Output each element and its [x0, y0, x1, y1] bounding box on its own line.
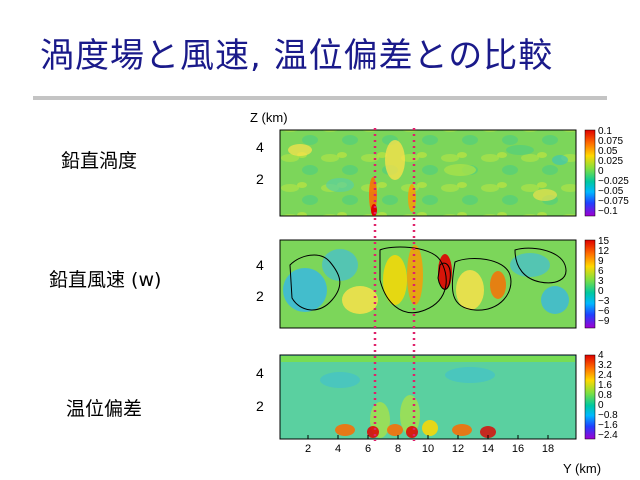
colorbar-tick: 3: [598, 276, 604, 287]
row-label-theta-anomaly: 温位偏差: [66, 398, 143, 420]
y-tick: 10: [421, 443, 435, 455]
colorbar-vorticity: [584, 129, 596, 217]
z-tick: 4: [256, 257, 264, 273]
y-tick: 2: [304, 443, 312, 455]
colorbar-tick: 4: [598, 350, 604, 361]
colorbar-tick: 9: [598, 256, 604, 267]
colorbar-tick: 1.6: [598, 380, 612, 391]
y-tick: 16: [511, 443, 525, 455]
colorbar-tick: 0.075: [598, 136, 624, 147]
y-tick: 14: [481, 443, 495, 455]
colorbar-tick: 2.4: [598, 370, 612, 381]
y-tick: 8: [394, 443, 402, 455]
row-label-vertical-wind: 鉛直風速 (w): [49, 269, 162, 291]
colorbar-tick: 15: [598, 236, 610, 247]
y-axis-ticks: [307, 435, 549, 439]
row-label-vorticity: 鉛直渦度: [61, 150, 138, 172]
colorbar-tick: 0: [598, 166, 604, 177]
y-tick: 4: [334, 443, 342, 455]
colorbar-tick: 0: [598, 286, 604, 297]
colorbar-tick: −0.8: [598, 410, 618, 421]
colorbar-tick: −0.025: [598, 176, 629, 187]
colorbar-tick: 0: [598, 400, 604, 411]
colorbar-theta-anomaly: [584, 354, 596, 440]
slide-title: 渦度場と風速, 温位偏差との比較: [40, 36, 554, 76]
y-tick: 6: [364, 443, 372, 455]
vorticity-panel: [279, 129, 596, 217]
vertical-wind-panel: [279, 239, 596, 329]
colorbar-tick: −0.05: [598, 186, 624, 197]
z-tick: 2: [256, 288, 264, 304]
title-divider: [33, 96, 607, 100]
colorbar-tick: −0.1: [598, 206, 618, 217]
theta-anomaly-panel: [279, 354, 596, 440]
z-axis-label: Z (km): [250, 110, 288, 125]
colorbar-tick: −6: [598, 306, 610, 317]
colorbar-tick: −2.4: [598, 430, 618, 441]
y-tick: 12: [451, 443, 465, 455]
colorbar-tick: 12: [598, 246, 610, 257]
colorbar-tick: 3.2: [598, 360, 612, 371]
colorbar-tick: −0.075: [598, 196, 629, 207]
y-axis-label: Y (km): [563, 461, 602, 476]
colorbar-tick: 0.1: [598, 126, 612, 137]
z-tick: 2: [256, 171, 264, 187]
z-tick: 4: [256, 139, 264, 155]
colorbar-tick: −1.6: [598, 420, 618, 431]
colorbar-tick: 0.8: [598, 390, 612, 401]
colorbar-tick: −9: [598, 316, 610, 327]
z-tick: 4: [256, 365, 264, 381]
y-tick: 18: [541, 443, 555, 455]
colorbar-tick: 6: [598, 266, 604, 277]
colorbar-tick: 0.05: [598, 146, 618, 157]
colorbar-vertical-wind: [584, 239, 596, 329]
z-tick: 2: [256, 398, 264, 414]
colorbar-tick: 0.025: [598, 156, 624, 167]
colorbar-tick: −3: [598, 296, 610, 307]
